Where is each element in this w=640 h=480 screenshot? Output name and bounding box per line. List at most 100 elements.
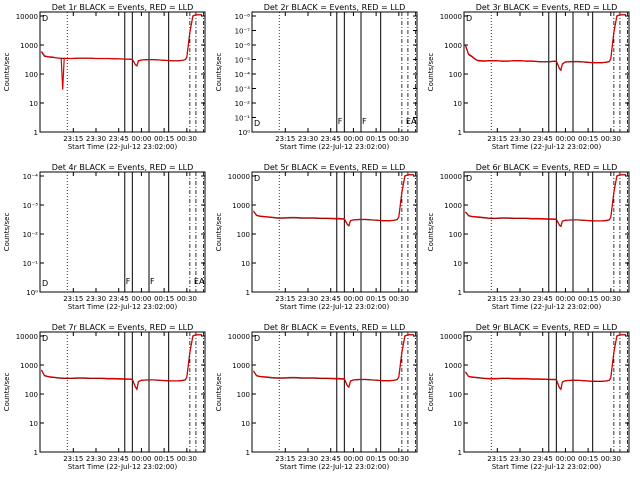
x-tick-label: 23:15 bbox=[275, 295, 295, 303]
y-tick-label: 10000 bbox=[440, 173, 462, 181]
y-tick-label: 100 bbox=[237, 391, 250, 399]
x-tick-label: 23:30 bbox=[86, 135, 106, 143]
x-tick-label: 00:30 bbox=[389, 295, 409, 303]
y-tick-label: 1 bbox=[458, 449, 462, 457]
y-axis-label: Counts/sec bbox=[215, 213, 223, 252]
y-tick-label: 100 bbox=[237, 231, 250, 239]
y-tick-label: 10⁻³ bbox=[235, 86, 251, 94]
chart-title: Det 8r BLACK = Events, RED = LLD bbox=[264, 323, 406, 332]
lld-series-line bbox=[465, 334, 626, 391]
y-tick-label: 1 bbox=[458, 289, 462, 297]
plot-frame bbox=[251, 331, 418, 453]
x-tick-label: 00:15 bbox=[578, 295, 598, 303]
y-tick-label: 10000 bbox=[16, 13, 38, 21]
x-tick-label: 00:15 bbox=[154, 455, 174, 463]
y-axis-label: Counts/sec bbox=[3, 213, 11, 252]
x-tick-label: 00:00 bbox=[343, 135, 363, 143]
y-tick-label: 10⁻³ bbox=[23, 202, 39, 210]
plot-frame bbox=[39, 11, 206, 133]
lld-series-line bbox=[465, 174, 626, 228]
x-tick-label: 23:15 bbox=[63, 455, 83, 463]
y-axis-label: Counts/sec bbox=[427, 213, 435, 252]
x-tick-label: 00:30 bbox=[389, 135, 409, 143]
flag-annotation: D bbox=[466, 174, 472, 183]
x-tick-label: 23:45 bbox=[533, 295, 553, 303]
plot-frame bbox=[463, 11, 630, 133]
x-tick-label: 23:15 bbox=[63, 135, 83, 143]
x-axis-label: Start Time (22-Jul-12 23:02:00) bbox=[492, 463, 602, 471]
x-axis-label: Start Time (22-Jul-12 23:02:00) bbox=[492, 303, 602, 311]
x-tick-label: 23:15 bbox=[63, 295, 83, 303]
x-tick-label: 23:45 bbox=[321, 295, 341, 303]
y-tick-label: 10 bbox=[241, 420, 250, 428]
lld-series-line bbox=[252, 334, 414, 388]
y-tick-label: 10⁰ bbox=[26, 289, 38, 297]
flag-annotation: D bbox=[254, 174, 260, 183]
y-tick-label: 10000 bbox=[228, 333, 250, 341]
flag-annotation: F bbox=[362, 117, 367, 126]
chart-title: Det 2r BLACK = Events, RED = LLD bbox=[264, 3, 406, 12]
x-tick-label: 23:45 bbox=[321, 135, 341, 143]
x-tick-label: 23:45 bbox=[533, 135, 553, 143]
chart-panel-5: Det 5r BLACK = Events, RED = LLD 1 10 100 10… bbox=[215, 163, 418, 311]
y-axis-label: Counts/sec bbox=[215, 373, 223, 412]
x-tick-label: 00:00 bbox=[131, 135, 151, 143]
y-tick-label: 10⁻¹ bbox=[23, 260, 39, 268]
x-tick-label: 00:15 bbox=[154, 295, 174, 303]
x-axis-label: Start Time (22-Jul-12 23:02:00) bbox=[68, 303, 178, 311]
x-tick-label: 23:45 bbox=[109, 135, 129, 143]
chart-title: Det 7r BLACK = Events, RED = LLD bbox=[52, 323, 194, 332]
y-tick-label: 1000 bbox=[444, 202, 462, 210]
y-tick-label: 1 bbox=[34, 129, 38, 137]
chart-panel-9: Det 9r BLACK = Events, RED = LLD 1 10 100 10… bbox=[427, 323, 630, 471]
y-tick-label: 1 bbox=[458, 129, 462, 137]
y-tick-label: 10000 bbox=[440, 13, 462, 21]
flag-annotation: D bbox=[466, 14, 472, 23]
y-tick-label: 1 bbox=[246, 289, 250, 297]
plot-frame bbox=[39, 171, 206, 293]
lld-series-line bbox=[40, 334, 202, 391]
y-tick-label: 10 bbox=[241, 260, 250, 268]
y-axis-label: Counts/sec bbox=[215, 53, 223, 92]
y-tick-label: 1000 bbox=[20, 362, 38, 370]
x-tick-label: 00:00 bbox=[343, 455, 363, 463]
x-axis-label: Start Time (22-Jul-12 23:02:00) bbox=[492, 143, 602, 151]
flag-annotation: D bbox=[254, 119, 260, 128]
x-axis-label: Start Time (22-Jul-12 23:02:00) bbox=[68, 143, 178, 151]
y-tick-label: 100 bbox=[25, 391, 38, 399]
x-tick-label: 23:30 bbox=[298, 295, 318, 303]
x-tick-label: 23:30 bbox=[510, 135, 530, 143]
x-tick-label: 23:15 bbox=[487, 455, 507, 463]
x-axis-label: Start Time (22-Jul-12 23:02:00) bbox=[68, 463, 178, 471]
x-tick-label: 23:30 bbox=[298, 455, 318, 463]
x-tick-label: 00:15 bbox=[366, 295, 386, 303]
y-tick-label: 10⁻⁵ bbox=[235, 57, 251, 65]
chart-title: Det 3r BLACK = Events, RED = LLD bbox=[476, 3, 618, 12]
y-tick-label: 10000 bbox=[228, 173, 250, 181]
x-axis-label: Start Time (22-Jul-12 23:02:00) bbox=[280, 143, 390, 151]
x-tick-label: 23:15 bbox=[487, 295, 507, 303]
y-tick-label: 10 bbox=[453, 420, 462, 428]
plot-frame bbox=[251, 171, 418, 293]
x-tick-label: 00:15 bbox=[154, 135, 174, 143]
flag-annotation: EA bbox=[194, 277, 205, 286]
chart-panel-6: Det 6r BLACK = Events, RED = LLD 1 10 100 10… bbox=[427, 163, 630, 311]
x-tick-label: 23:45 bbox=[109, 295, 129, 303]
y-tick-label: 100 bbox=[25, 71, 38, 79]
y-tick-label: 10⁻² bbox=[23, 231, 39, 239]
plot-frame bbox=[251, 11, 418, 133]
x-tick-label: 23:15 bbox=[275, 135, 295, 143]
x-tick-label: 23:30 bbox=[298, 135, 318, 143]
y-tick-label: 1 bbox=[246, 449, 250, 457]
y-tick-label: 10⁻⁸ bbox=[235, 13, 251, 21]
flag-annotation: F bbox=[150, 277, 155, 286]
y-axis-label: Counts/sec bbox=[427, 53, 435, 92]
x-tick-label: 23:30 bbox=[510, 295, 530, 303]
y-tick-label: 100 bbox=[449, 391, 462, 399]
x-tick-label: 23:30 bbox=[86, 455, 106, 463]
flag-annotation: D bbox=[466, 334, 472, 343]
flag-annotation: D bbox=[42, 334, 48, 343]
y-tick-label: 1000 bbox=[20, 42, 38, 50]
x-tick-label: 00:15 bbox=[578, 135, 598, 143]
